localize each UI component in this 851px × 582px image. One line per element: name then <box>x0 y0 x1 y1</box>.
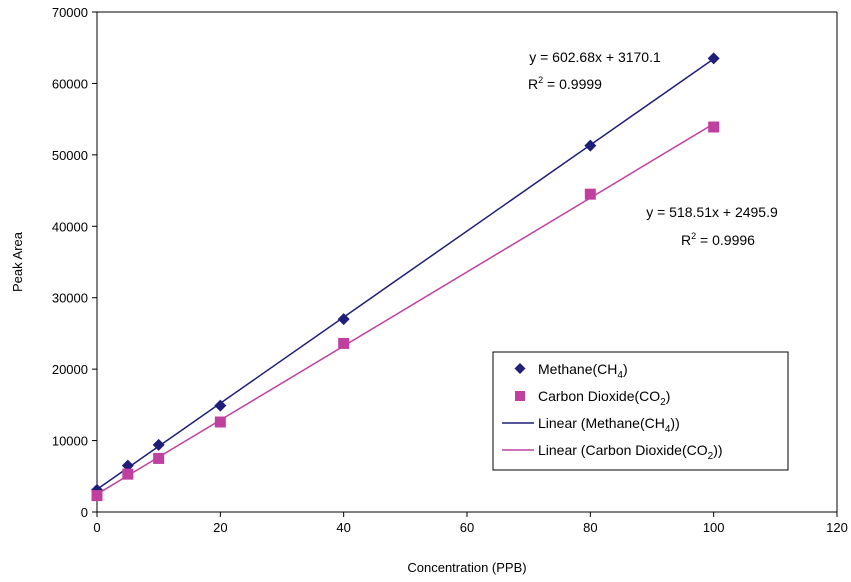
x-tick-label: 120 <box>826 520 848 535</box>
y-tick-label: 70000 <box>52 5 88 20</box>
methane-equation-label: y = 602.68x + 3170.1 <box>529 49 661 65</box>
co2-r2-label: R2 = 0.9996 <box>681 231 755 248</box>
legend-label-linear-methane: Linear (Methane(CH4)) <box>538 415 680 435</box>
y-tick-label: 40000 <box>52 219 88 234</box>
y-tick-label: 50000 <box>52 148 88 163</box>
legend-diamond-marker <box>514 363 526 374</box>
co2-data-point <box>122 468 134 480</box>
data-markers <box>91 52 720 502</box>
legend-item-co2: Carbon Dioxide(CO2) <box>515 388 670 408</box>
x-tick-label: 60 <box>460 520 474 535</box>
x-tick-label: 20 <box>213 520 227 535</box>
y-axis-title: Peak Area <box>10 231 25 292</box>
co2-data-point <box>338 337 350 349</box>
co2-data-point <box>708 121 720 133</box>
legend-label-linear-co2: Linear (Carbon Dioxide(CO2)) <box>538 442 723 462</box>
methane-data-point <box>337 313 350 326</box>
trendlines <box>96 58 715 495</box>
legend-item-linear-methane: Linear (Methane(CH4)) <box>502 415 680 435</box>
co2-data-point <box>584 188 596 200</box>
legend-label-co2: Carbon Dioxide(CO2) <box>538 388 670 408</box>
co2-r2-letter: R <box>681 232 691 248</box>
x-tick-label: 0 <box>93 520 100 535</box>
x-tick-label: 100 <box>703 520 725 535</box>
legend-item-methane: Methane(CH4) <box>514 361 628 381</box>
y-tick-label: 60000 <box>52 76 88 91</box>
axis-ticks: 0 20 40 60 80 100 120 0 10000 20000 30000 40000 5000… <box>52 5 848 535</box>
trendline-methane <box>96 58 715 490</box>
trendline-co2 <box>96 123 715 495</box>
x-tick-label: 40 <box>336 520 350 535</box>
co2-data-point <box>91 490 103 502</box>
y-tick-label: 10000 <box>52 434 88 449</box>
legend-box <box>492 351 789 471</box>
co2-data-point <box>214 416 226 428</box>
co2-equation-label: y = 518.51x + 2495.9 <box>646 204 778 220</box>
co2-data-point <box>153 452 165 464</box>
methane-r2-value: = 0.9999 <box>543 76 602 92</box>
legend: Methane(CH4) Carbon Dioxide(CO2) Linear … <box>492 351 789 471</box>
x-tick-label: 80 <box>583 520 597 535</box>
methane-data-point <box>214 399 227 412</box>
y-tick-label: 20000 <box>52 362 88 377</box>
methane-r2-letter: R <box>528 76 538 92</box>
legend-item-linear-co2: Linear (Carbon Dioxide(CO2)) <box>502 442 723 462</box>
x-axis-title: Concentration (PPB) <box>407 560 526 575</box>
methane-r2-label: R2 = 0.9999 <box>528 75 602 92</box>
methane-data-point <box>584 139 597 152</box>
y-tick-label: 30000 <box>52 291 88 306</box>
methane-data-point <box>152 438 165 451</box>
y-tick-label: 0 <box>81 505 88 520</box>
methane-data-point <box>121 459 134 472</box>
methane-r2-exponent: 2 <box>538 75 543 85</box>
co2-r2-value: = 0.9996 <box>696 232 755 248</box>
legend-label-methane: Methane(CH4) <box>538 361 628 381</box>
co2-r2-exponent: 2 <box>691 231 696 241</box>
methane-data-point <box>707 52 720 65</box>
legend-square-marker <box>515 391 525 401</box>
